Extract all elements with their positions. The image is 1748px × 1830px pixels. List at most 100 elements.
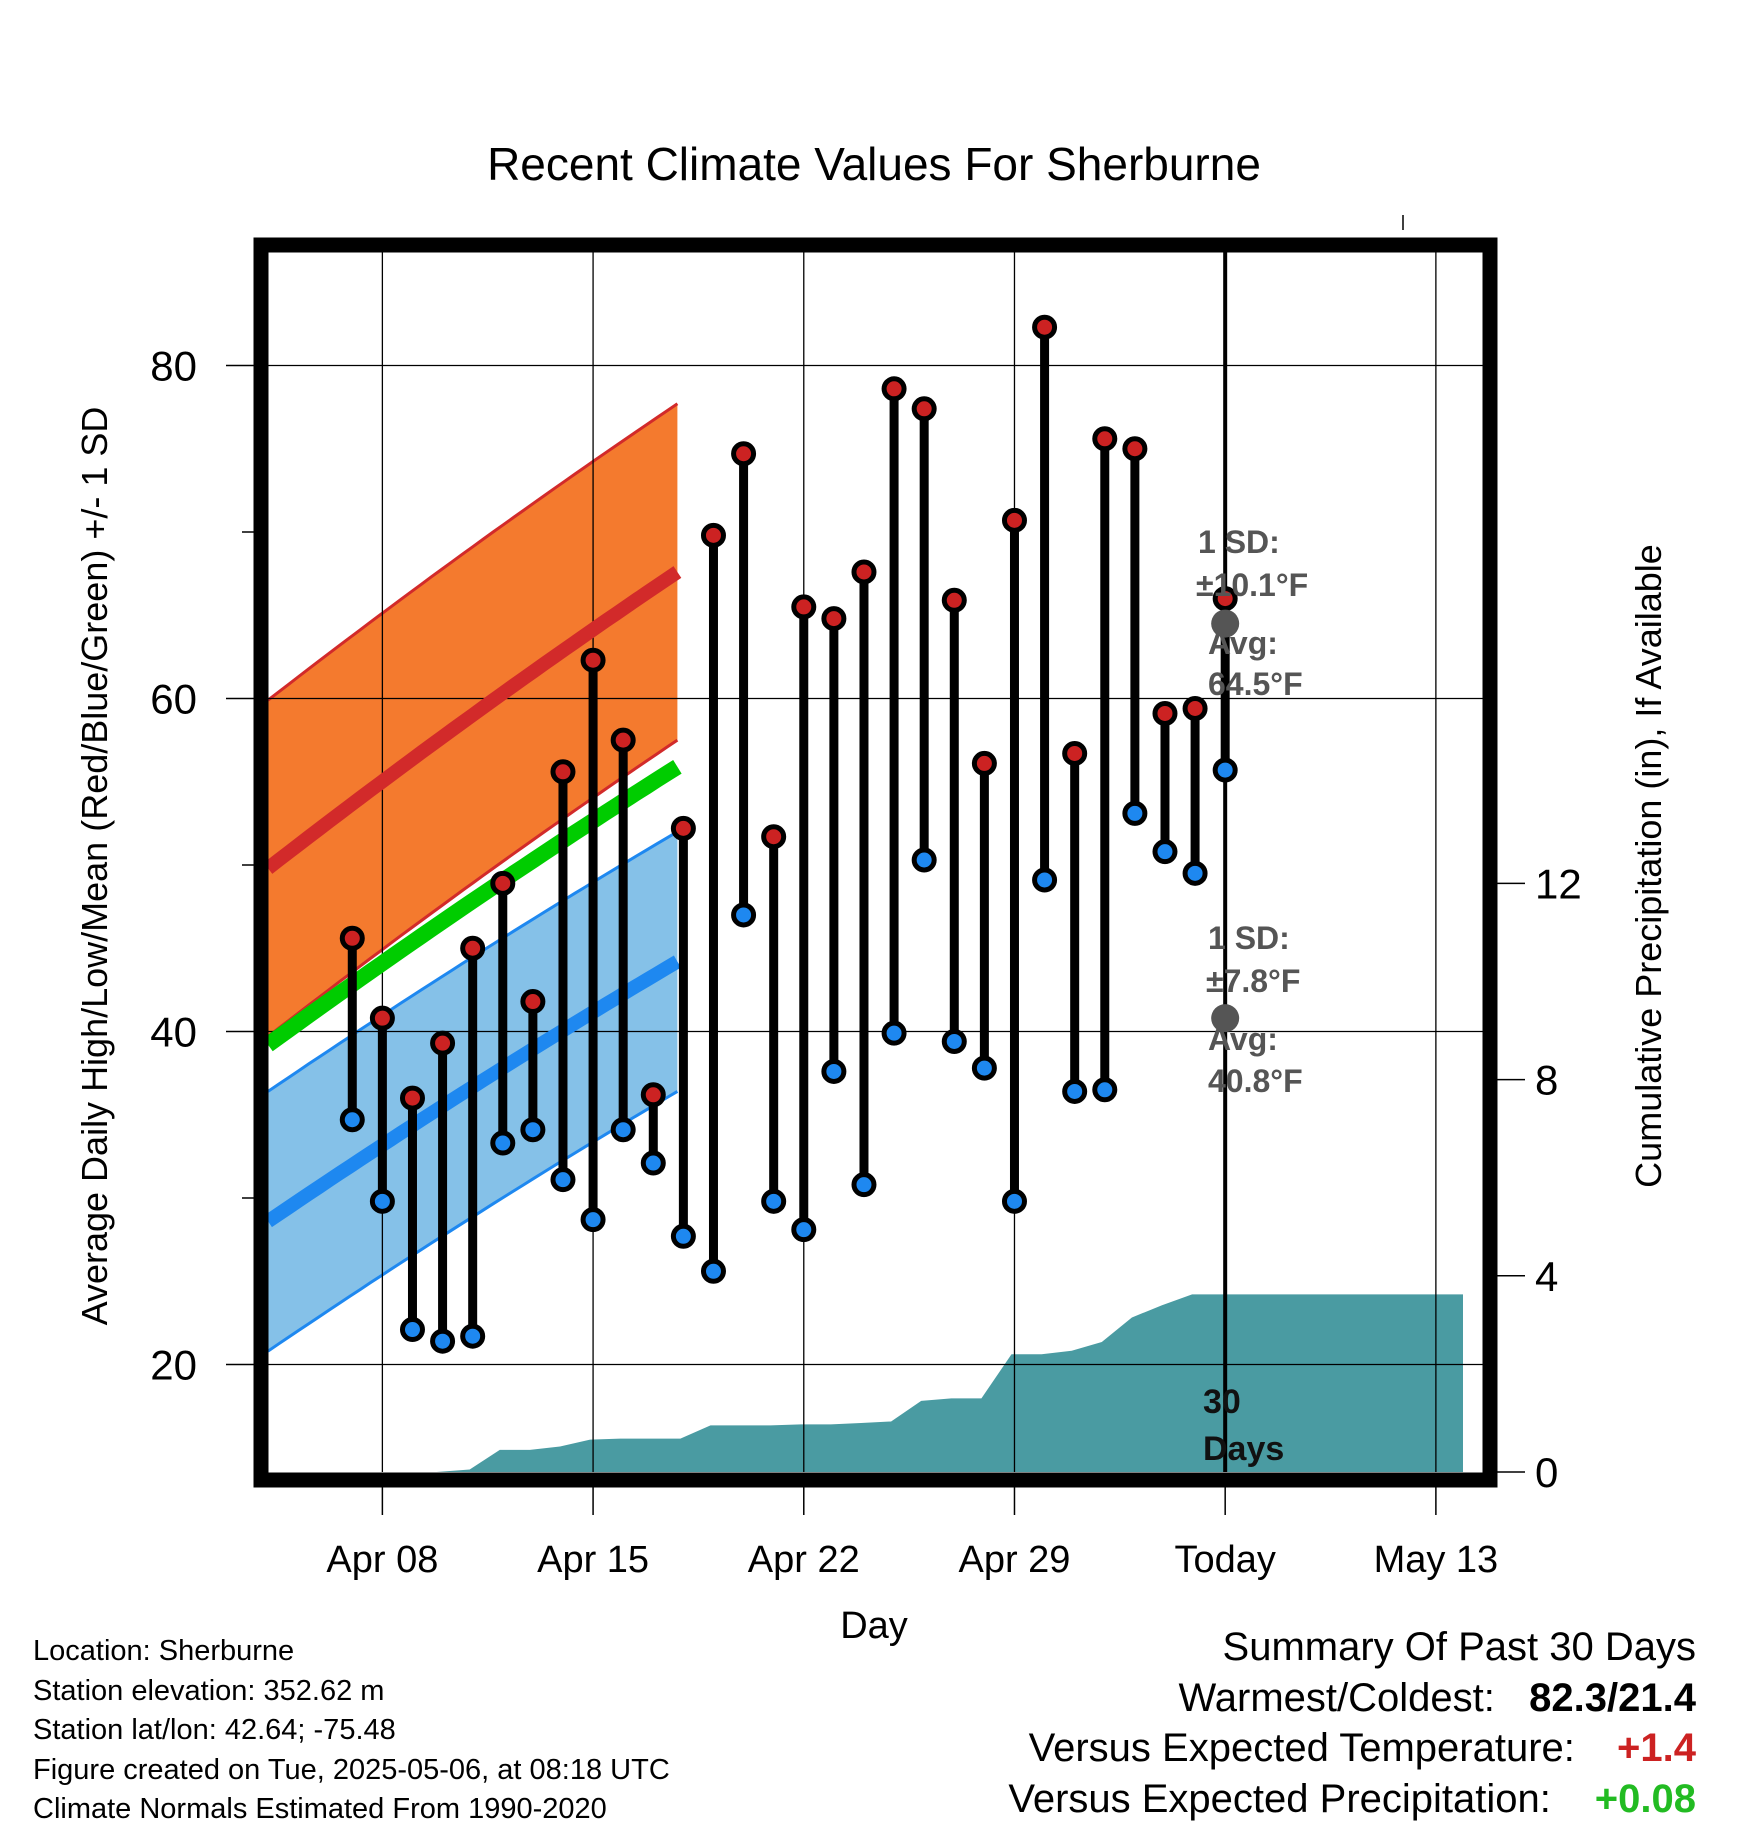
x-tick-label: May 13	[1374, 1539, 1499, 1581]
daily-low-point	[490, 1130, 516, 1156]
temp-anomaly-value: +1.4	[1617, 1726, 1696, 1770]
daily-high-point	[399, 1085, 425, 1111]
high-sd-value: ±10.1°F	[1196, 567, 1308, 603]
daily-high-point	[1182, 695, 1208, 721]
daily-high-point	[339, 925, 365, 951]
daily-high-point	[640, 1082, 666, 1108]
daily-low-point	[1212, 757, 1238, 783]
x-tick-label: Apr 08	[326, 1539, 438, 1581]
daily-low-point	[430, 1328, 456, 1354]
location-text: Location: Sherburne	[33, 1635, 295, 1667]
daily-low-point	[971, 1055, 997, 1081]
low-avg-title: Avg:	[1208, 1021, 1278, 1057]
precip-anomaly-label: Versus Expected Precipitation:	[1008, 1776, 1551, 1821]
daily-low-point	[670, 1223, 696, 1249]
daily-high-point	[761, 824, 787, 850]
y-tick-label: 40	[150, 1009, 197, 1056]
high-sd-lower-line	[268, 738, 679, 1038]
daily-low-point	[1152, 839, 1178, 865]
daily-high-point	[520, 989, 546, 1015]
plot-frame	[253, 237, 1498, 1488]
summary-heading: Summary Of Past 30 Days	[1222, 1625, 1696, 1669]
daily-high-point	[610, 727, 636, 753]
precip-area	[268, 1294, 1463, 1472]
daily-low-point	[399, 1317, 425, 1343]
daily-high-point	[1122, 436, 1148, 462]
daily-low-point	[821, 1058, 847, 1084]
daily-low-point	[731, 902, 757, 928]
daily-low-point	[1122, 800, 1148, 826]
y-tick-label: 80	[150, 343, 197, 390]
y2-tick-label: 4	[1535, 1253, 1558, 1300]
normal-mean-line	[268, 760, 682, 1052]
daily-high-point	[851, 559, 877, 585]
low-avg-marker	[1211, 1004, 1240, 1033]
low-sd-value: ±7.8°F	[1206, 963, 1300, 999]
low-avg-value: 40.8°F	[1208, 1063, 1303, 1099]
x-tick-label: Apr 29	[958, 1539, 1070, 1581]
x-tick-label: Apr 22	[748, 1539, 860, 1581]
daily-high-point	[550, 759, 576, 785]
warm-cold-value: 82.3/21.4	[1529, 1675, 1696, 1720]
x-tick-label: Today	[1174, 1539, 1275, 1581]
y2-tick-label: 0	[1535, 1449, 1558, 1496]
daily-low-point	[761, 1188, 787, 1214]
high-avg-marker	[1211, 609, 1240, 638]
latlon-text: Station lat/lon: 42.64; -75.48	[33, 1714, 396, 1746]
daily-low-point	[941, 1028, 967, 1054]
daily-high-point	[1212, 586, 1238, 612]
daily-low-point	[369, 1188, 395, 1214]
daily-low-point	[1062, 1078, 1088, 1104]
daily-high-point	[430, 1030, 456, 1056]
daily-low-point	[460, 1323, 486, 1349]
warm-cold-label: Warmest/Coldest:	[1178, 1675, 1495, 1720]
low-sd-title: 1 SD:	[1208, 920, 1290, 956]
daily-high-point	[1092, 426, 1118, 452]
thirty-days-word: Days	[1203, 1430, 1284, 1468]
daily-high-point	[881, 376, 907, 402]
y-axis-label: Average Daily High/Low/Mean (Red/Blue/Gr…	[74, 407, 115, 1326]
y-tick-label: 20	[150, 1342, 197, 1389]
chart-title: Recent Climate Values For Sherburne	[487, 138, 1261, 190]
y2-tick-label: 8	[1535, 1057, 1558, 1104]
summary-panel: Summary Of Past 30 Days Warmest/Coldest:…	[1008, 1622, 1696, 1824]
daily-high-point	[460, 935, 486, 961]
daily-high-point	[580, 647, 606, 673]
daily-low-point	[1032, 867, 1058, 893]
daily-high-point	[369, 1005, 395, 1031]
daily-high-point	[941, 587, 967, 613]
thirty-days-number: 30	[1203, 1383, 1241, 1421]
daily-low-point	[580, 1207, 606, 1233]
daily-high-point	[1152, 700, 1178, 726]
temp-anomaly-label: Versus Expected Temperature:	[1028, 1726, 1575, 1770]
x-axis-label: Day	[840, 1605, 908, 1647]
plot-area: 1 SD: ±10.1°F Avg: 64.5°F 1 SD: ±7.8°F Avg: 40.…	[268, 247, 1483, 1472]
daily-low-point	[550, 1167, 576, 1193]
daily-low-point	[520, 1117, 546, 1143]
y2-tick-label: 12	[1535, 860, 1582, 907]
daily-low-point	[1182, 860, 1208, 886]
daily-high-point	[971, 750, 997, 776]
daily-low-point	[640, 1150, 666, 1176]
daily-low-point	[610, 1117, 636, 1143]
y2-axis-label: Cumulative Precipitation (in), If Availa…	[1628, 544, 1669, 1188]
daily-high-point	[1001, 507, 1027, 533]
daily-high-point	[821, 606, 847, 632]
daily-low-point	[339, 1107, 365, 1133]
high-avg-value: 64.5°F	[1208, 666, 1303, 702]
daily-high-point	[490, 870, 516, 896]
daily-high-point	[1062, 740, 1088, 766]
y-tick-label: 60	[150, 676, 197, 723]
daily-high-point	[911, 396, 937, 422]
daily-high-point	[731, 441, 757, 467]
daily-high-point	[791, 594, 817, 620]
elevation-text: Station elevation: 352.62 m	[33, 1674, 385, 1707]
x-tick-label: Apr 15	[537, 1539, 649, 1581]
precip-anomaly-value: +0.08	[1594, 1776, 1696, 1821]
daily-low-point	[851, 1172, 877, 1198]
daily-low-point	[911, 847, 937, 873]
high-sd-title: 1 SD:	[1198, 524, 1280, 560]
daily-low-point	[700, 1258, 726, 1284]
high-sd-upper-line	[268, 402, 679, 702]
